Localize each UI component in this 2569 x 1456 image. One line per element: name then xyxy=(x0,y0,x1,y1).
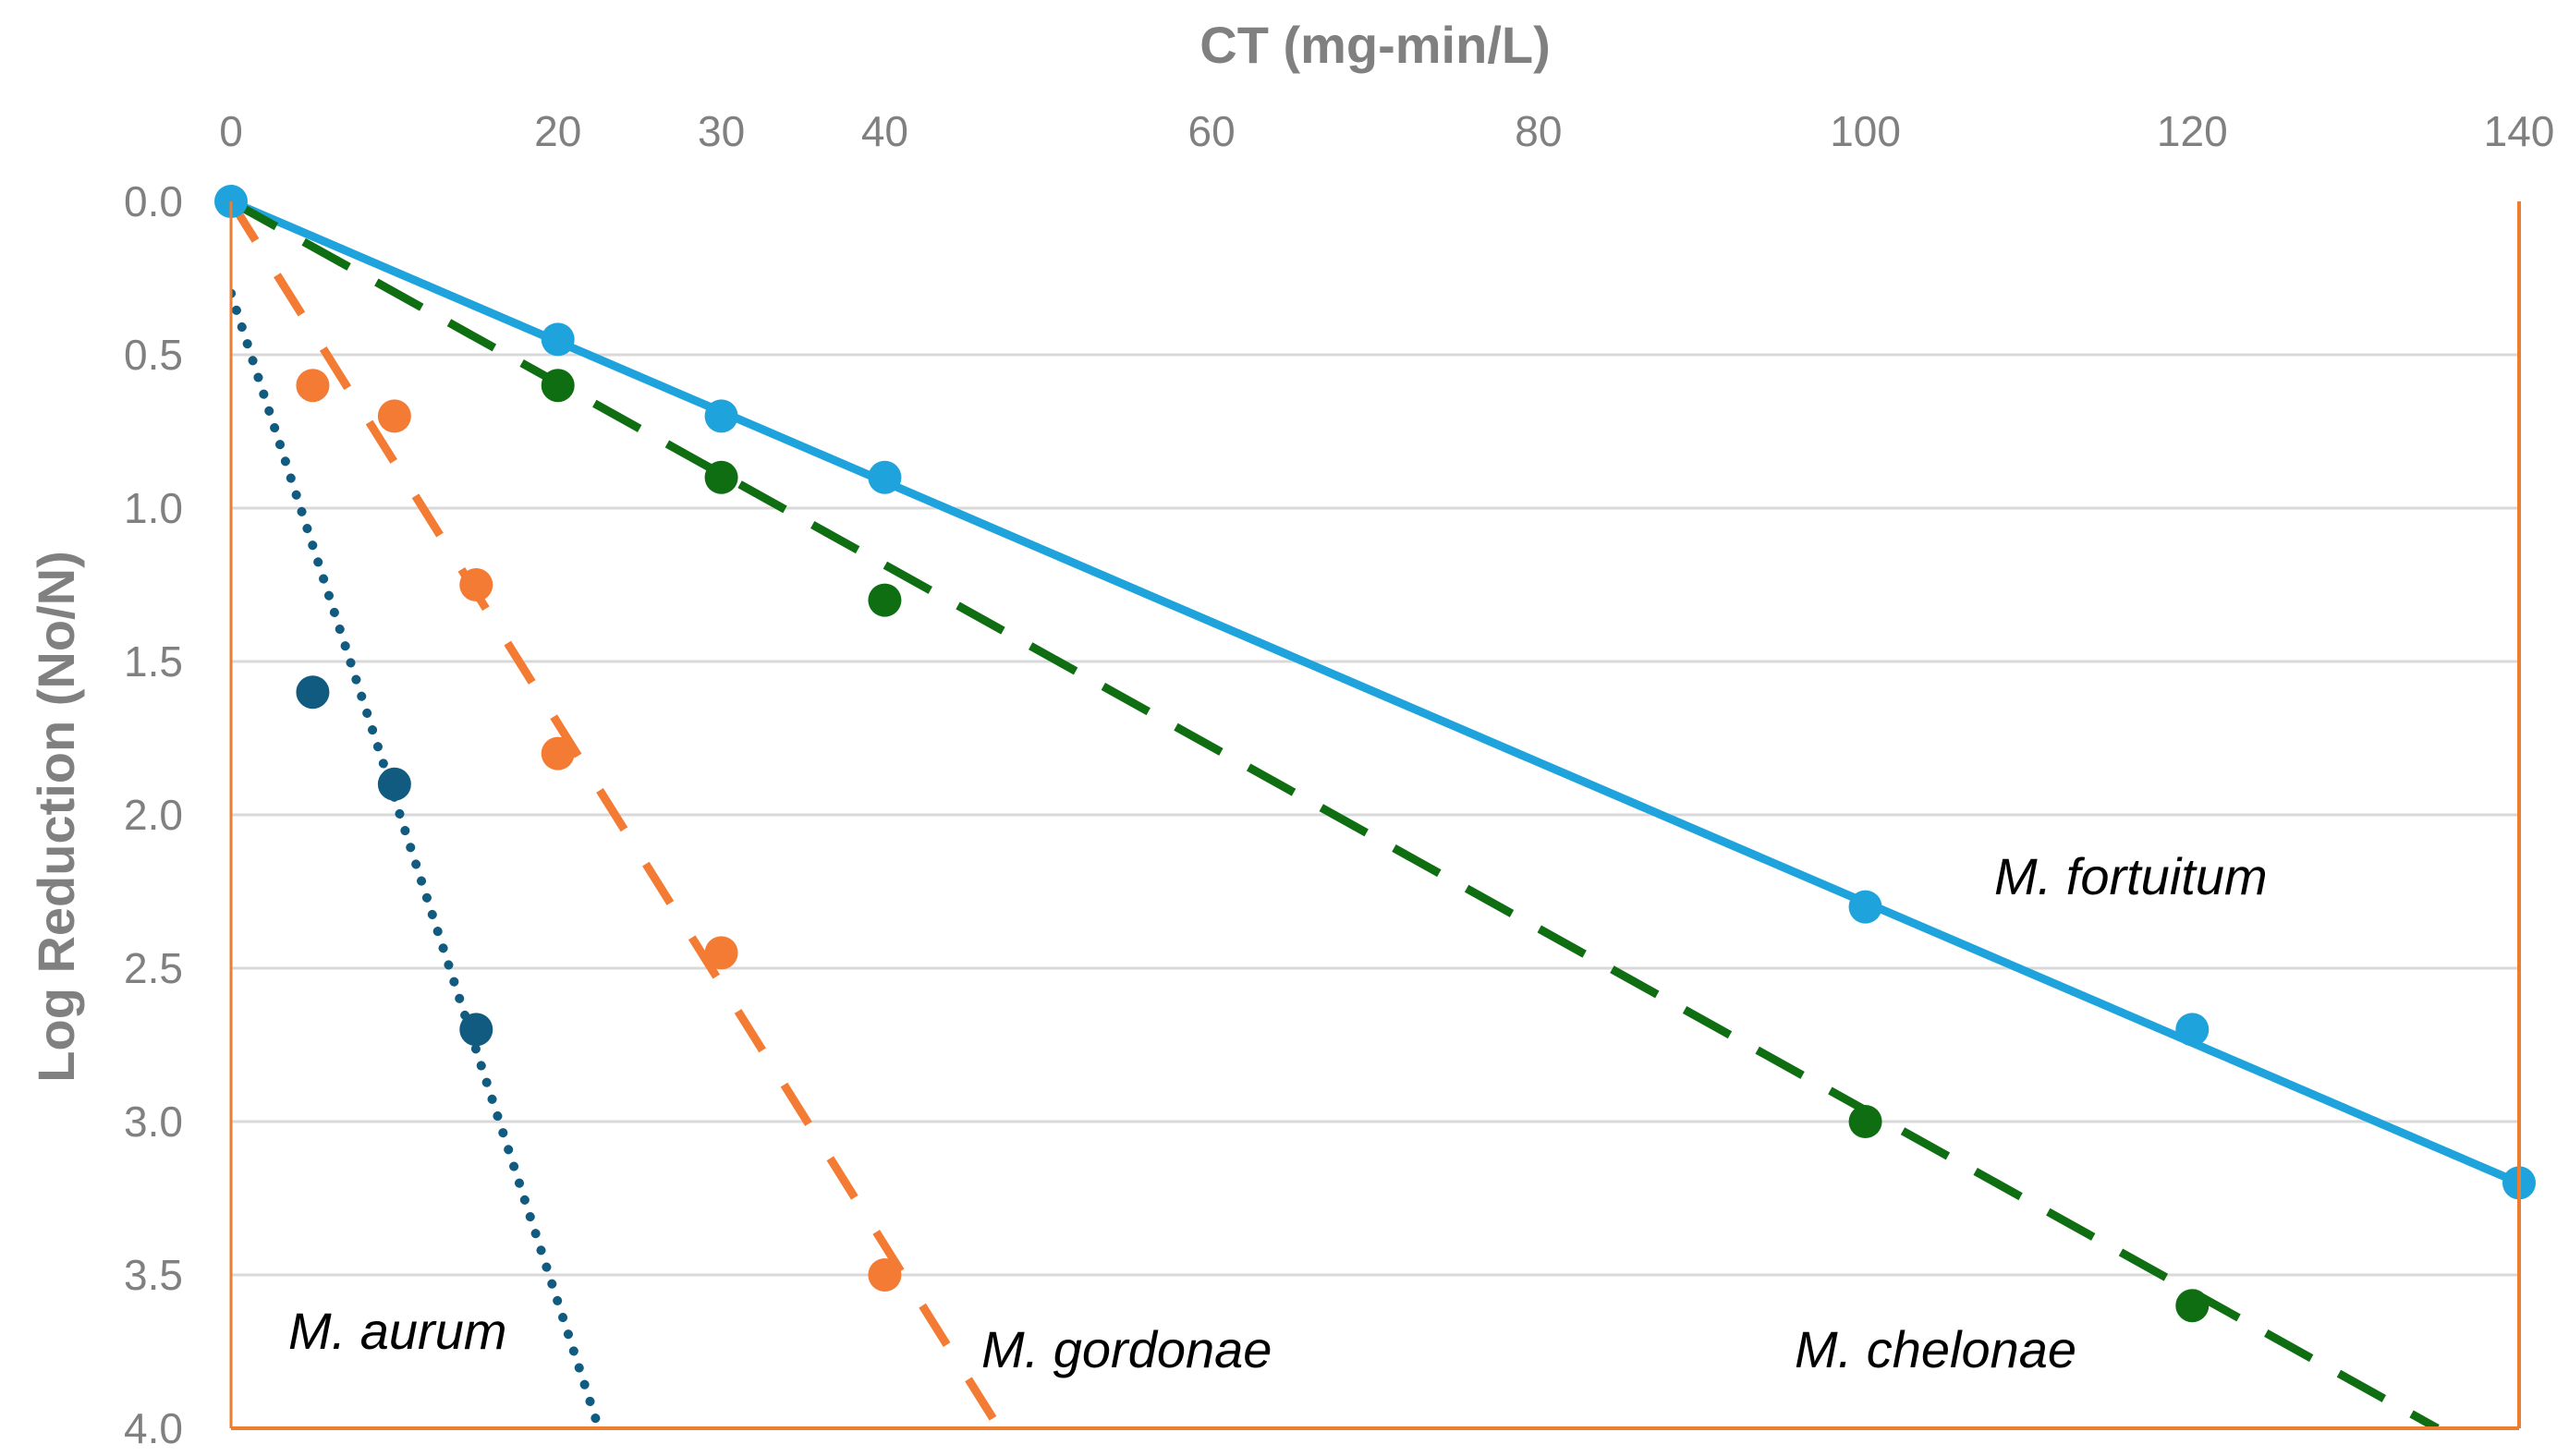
y-tick-label-0-5: 0.5 xyxy=(124,331,183,379)
x-tick-label-120: 120 xyxy=(2157,107,2228,155)
data-point-m-chelonae-4 xyxy=(2175,1289,2210,1323)
data-point-m-chelonae-1 xyxy=(704,460,738,494)
data-point-m-gordonae-1 xyxy=(377,399,411,433)
y-tick-label-3-0: 3.0 xyxy=(124,1098,183,1146)
trendline-m-gordonae xyxy=(231,199,1004,1428)
grid-layer xyxy=(231,353,2519,1277)
series-label-m-chelonae: M. chelonae xyxy=(1795,1320,2076,1378)
series-label-layer: M. fortuitum M. chelonae M. gordonae M. … xyxy=(288,847,2268,1378)
x-tick-label-0: 0 xyxy=(219,107,243,155)
data-point-m-fortuitum-2 xyxy=(704,399,738,433)
data-point-m-chelonae-3 xyxy=(1848,1105,1882,1138)
x-tick-label-100: 100 xyxy=(1830,107,1901,155)
y-tick-label-1-0: 1.0 xyxy=(124,484,183,532)
data-point-m-gordonae-2 xyxy=(459,568,493,601)
data-point-m-gordonae-5 xyxy=(868,1258,902,1292)
data-point-m-gordonae-3 xyxy=(541,736,575,770)
x-tick-label-80: 80 xyxy=(1515,107,1562,155)
data-point-m-chelonae-2 xyxy=(868,583,902,617)
data-point-m-fortuitum-5 xyxy=(2175,1013,2210,1047)
x-tick-label-140: 140 xyxy=(2484,107,2555,155)
series-label-m-fortuitum: M. fortuitum xyxy=(1994,847,2268,905)
x-axis-title: CT (mg-min/L) xyxy=(1199,16,1550,74)
data-point-m-aurum-2 xyxy=(459,1013,493,1047)
y-axis-title: Log Reduction (No/N) xyxy=(27,551,85,1082)
tick-layer: 0 20 30 40 60 80 100 120 140 0.0 0.5 1.0 1.5 2.0 2.5 3.… xyxy=(124,107,2554,1452)
y-tick-label-3-5: 3.5 xyxy=(124,1251,183,1299)
data-point-m-gordonae-4 xyxy=(704,936,738,970)
data-point-m-fortuitum-3 xyxy=(868,460,902,494)
x-tick-label-20: 20 xyxy=(534,107,581,155)
y-tick-label-4-0: 4.0 xyxy=(124,1404,183,1452)
trendline-m-chelonae xyxy=(231,198,2440,1428)
data-point-m-fortuitum-1 xyxy=(541,322,575,357)
point-layer xyxy=(214,185,2536,1323)
series-label-m-gordonae: M. gordonae xyxy=(981,1320,1272,1378)
y-tick-label-2-0: 2.0 xyxy=(124,791,183,839)
series-label-m-aurum: M. aurum xyxy=(288,1302,507,1360)
trendline-m-aurum xyxy=(231,288,603,1428)
trendline-m-fortuitum xyxy=(231,197,2524,1187)
data-point-m-chelonae-0 xyxy=(541,369,575,403)
y-tick-label-0-0: 0.0 xyxy=(124,177,183,225)
y-tick-label-2-5: 2.5 xyxy=(124,944,183,992)
data-point-m-aurum-0 xyxy=(296,675,330,710)
x-tick-label-30: 30 xyxy=(698,107,745,155)
data-point-m-fortuitum-4 xyxy=(1848,890,1882,924)
data-point-m-aurum-1 xyxy=(377,767,411,801)
x-tick-label-40: 40 xyxy=(861,107,908,155)
y-tick-label-1-5: 1.5 xyxy=(124,637,183,686)
trendline-layer xyxy=(231,197,2524,1428)
data-point-m-gordonae-0 xyxy=(296,369,330,403)
plot-frame xyxy=(229,201,2521,1430)
x-tick-label-60: 60 xyxy=(1188,107,1236,155)
